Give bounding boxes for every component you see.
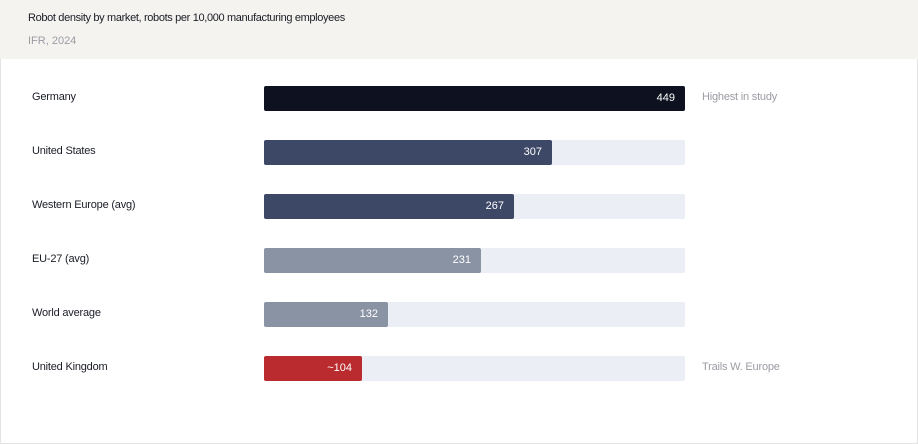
category-label: Germany bbox=[32, 91, 76, 103]
bar-track: 307 bbox=[264, 140, 685, 165]
bar-value-label: 132 bbox=[359, 308, 378, 320]
category-label: World average bbox=[32, 307, 101, 319]
bar-value-label: 449 bbox=[656, 92, 675, 104]
bar-note: Trails W. Europe bbox=[702, 361, 780, 373]
bar-value-label: 307 bbox=[523, 146, 542, 158]
bar bbox=[264, 248, 481, 273]
bar bbox=[264, 86, 685, 111]
bar-track: 449 bbox=[264, 86, 685, 111]
chart-source: IFR, 2024 bbox=[28, 35, 77, 47]
bar bbox=[264, 140, 552, 165]
bar-row: United States 307 bbox=[0, 140, 918, 165]
bar bbox=[264, 194, 514, 219]
bar-track: ~104 bbox=[264, 356, 685, 381]
chart-title: Robot density by market, robots per 10,0… bbox=[28, 12, 345, 24]
category-label: Western Europe (avg) bbox=[32, 199, 136, 211]
bar-track: 231 bbox=[264, 248, 685, 273]
category-label: EU-27 (avg) bbox=[32, 253, 90, 265]
category-label: United States bbox=[32, 145, 96, 157]
bar-value-label: 267 bbox=[485, 200, 504, 212]
category-label: United Kingdom bbox=[32, 361, 108, 373]
bar bbox=[264, 302, 388, 327]
bar-row: Germany 449 Highest in study bbox=[0, 86, 918, 111]
chart-header: Robot density by market, robots per 10,0… bbox=[0, 0, 918, 59]
bar bbox=[264, 356, 362, 381]
bar-note: Highest in study bbox=[702, 91, 778, 103]
bar-track: 132 bbox=[264, 302, 685, 327]
bar-row: World average 132 bbox=[0, 302, 918, 327]
bar-row: EU-27 (avg) 231 bbox=[0, 248, 918, 273]
bar-value-label: ~104 bbox=[327, 362, 352, 374]
bar-row: Western Europe (avg) 267 bbox=[0, 194, 918, 219]
bar-track: 267 bbox=[264, 194, 685, 219]
bar-row: United Kingdom ~104 Trails W. Europe bbox=[0, 356, 918, 381]
bar-value-label: 231 bbox=[452, 254, 471, 266]
